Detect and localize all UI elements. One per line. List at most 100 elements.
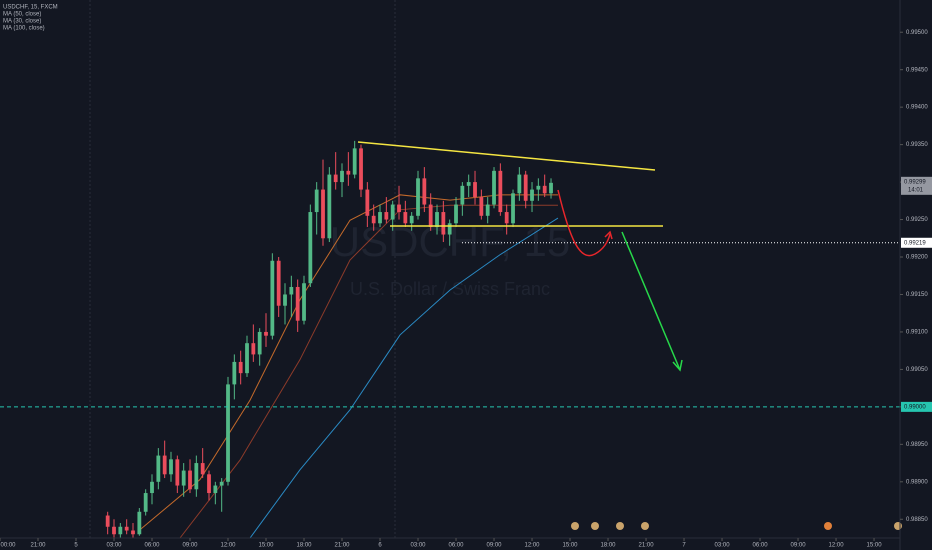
price-label-box	[901, 237, 932, 248]
candle-body	[194, 463, 199, 490]
candle-body	[302, 283, 306, 321]
moving-average	[139, 194, 558, 531]
trendline	[357, 141, 656, 171]
candle-body	[283, 294, 287, 306]
event-icon[interactable]	[616, 522, 624, 530]
event-icon[interactable]	[894, 522, 902, 530]
candle-body	[549, 182, 553, 194]
candle-body	[460, 185, 465, 205]
candle-body	[485, 204, 490, 216]
legend-title: USDCHF, 15, FXCM	[3, 5, 58, 11]
candle-body	[118, 526, 123, 535]
x-tick-label: 09:00	[487, 543, 503, 549]
legend-entry: MA (50, close)	[3, 12, 41, 18]
candle-body	[257, 331, 262, 355]
candle-body	[517, 174, 522, 194]
red-arrow-head	[604, 230, 613, 240]
event-icon[interactable]	[591, 522, 599, 530]
x-tick-label: 12:00	[829, 543, 845, 549]
y-tick-label: 0.98850	[906, 517, 928, 523]
candle-body	[105, 515, 110, 527]
candle-body	[409, 215, 414, 224]
candle-body	[264, 331, 268, 336]
green-arrow-head	[672, 359, 683, 372]
candle-body	[447, 223, 452, 235]
x-tick-label: 03:00	[411, 543, 427, 549]
y-tick-label: 0.99150	[906, 292, 928, 298]
x-tick-label: 03:00	[715, 543, 731, 549]
green-arrow	[621, 231, 681, 371]
candle-body	[466, 182, 471, 186]
candle-body	[162, 455, 167, 475]
x-tick-label: 12:00	[221, 543, 237, 549]
candle-body	[492, 170, 496, 205]
candle-body	[276, 260, 281, 306]
candle-body	[542, 185, 547, 194]
last-price-label: 0.99299	[904, 179, 926, 185]
legend: USDCHF, 15, FXCM MA (50, close)MA (30, c…	[3, 5, 58, 32]
candle-body	[289, 286, 294, 295]
candle-body	[131, 530, 135, 535]
candle-body	[340, 170, 344, 183]
moving-average	[179, 204, 558, 539]
x-tick-label: 03:00	[106, 543, 122, 549]
candle-body	[536, 185, 541, 190]
red-arrow	[557, 189, 611, 257]
x-tick-label: 06:00	[144, 543, 160, 549]
legend-entry: MA (100, close)	[3, 26, 45, 32]
candle-body	[295, 286, 300, 321]
y-tick-label: 0.99500	[906, 30, 928, 36]
candle-body	[200, 463, 205, 475]
candle-body	[403, 212, 408, 224]
candle-body	[397, 204, 401, 213]
last-price-box	[901, 176, 932, 195]
legend-entry: MA (30, close)	[3, 19, 41, 25]
candle-body	[156, 455, 161, 482]
candle-body	[428, 204, 433, 228]
y-tick-label: 0.99200	[906, 255, 928, 261]
y-tick-label: 0.98950	[906, 442, 928, 448]
x-tick-label: 18:00	[297, 543, 313, 549]
candle-body	[333, 174, 338, 183]
candle-body	[181, 470, 186, 486]
moving-average	[249, 217, 559, 539]
x-tick-label: 15:00	[867, 543, 883, 549]
candle-body	[175, 459, 180, 486]
candle-body	[523, 174, 528, 201]
plot	[0, 140, 900, 539]
countdown-label: 14:01	[908, 187, 924, 193]
candle-body	[112, 526, 116, 535]
candle-body	[245, 343, 249, 374]
candle-body	[314, 189, 319, 213]
x-tick-label: 21:00	[30, 543, 46, 549]
x-tick-label: 09:00	[791, 543, 807, 549]
price-label: 0.99000	[904, 404, 926, 410]
candle-body	[416, 178, 420, 216]
price-label: 0.99219	[904, 240, 926, 246]
event-icon[interactable]	[824, 522, 832, 530]
candle-body	[308, 212, 313, 284]
event-icon[interactable]	[641, 522, 649, 530]
candle-body	[422, 178, 427, 205]
event-icon[interactable]	[571, 522, 579, 530]
candle-body	[238, 361, 243, 374]
y-tick-label: 0.99100	[906, 330, 928, 336]
axes: 0.995000.994500.994000.993500.993000.992…	[0, 30, 932, 549]
candle-body	[441, 212, 446, 235]
candle-body	[150, 481, 154, 494]
candle-body	[365, 189, 370, 216]
candle-body	[143, 493, 148, 512]
candle-body	[232, 361, 237, 385]
candle-body	[346, 170, 351, 175]
x-tick-label: 21:00	[335, 543, 351, 549]
candle-body	[530, 189, 534, 201]
x-tick-label: 5	[74, 543, 78, 549]
candle-body	[226, 384, 230, 482]
candle-body	[384, 212, 389, 220]
x-tick-label: 15:00	[563, 543, 579, 549]
price-label-box	[901, 401, 932, 412]
candle-body	[390, 204, 395, 220]
candle-body	[219, 481, 224, 486]
candle-body	[137, 511, 142, 535]
